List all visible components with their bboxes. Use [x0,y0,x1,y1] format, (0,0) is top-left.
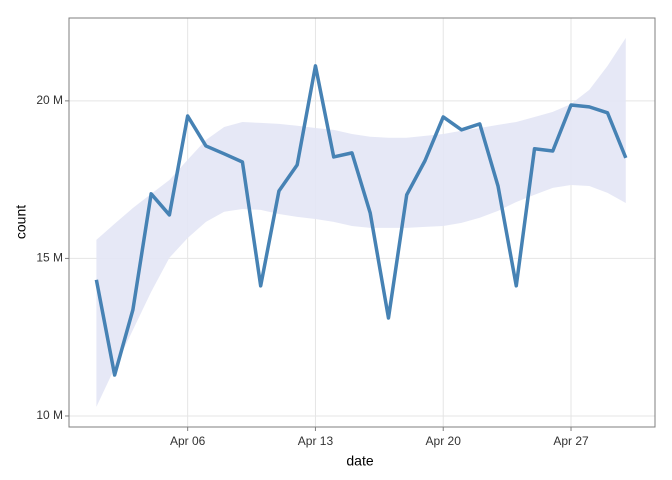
x-tick-label: Apr 13 [298,434,334,448]
x-axis-title: date [346,453,373,469]
y-axis-title: count [13,205,29,239]
x-tick-label: Apr 20 [426,434,462,448]
y-tick-label: 20 M [36,93,63,107]
plot-area [69,18,655,427]
x-tick-label: Apr 27 [553,434,589,448]
line [94,64,628,377]
y-tick-label: 10 M [36,408,63,422]
y-tick-label: 15 M [36,251,63,265]
confidence-band [96,37,626,407]
x-tick-label: Apr 06 [170,434,206,448]
panel-border [68,17,656,428]
